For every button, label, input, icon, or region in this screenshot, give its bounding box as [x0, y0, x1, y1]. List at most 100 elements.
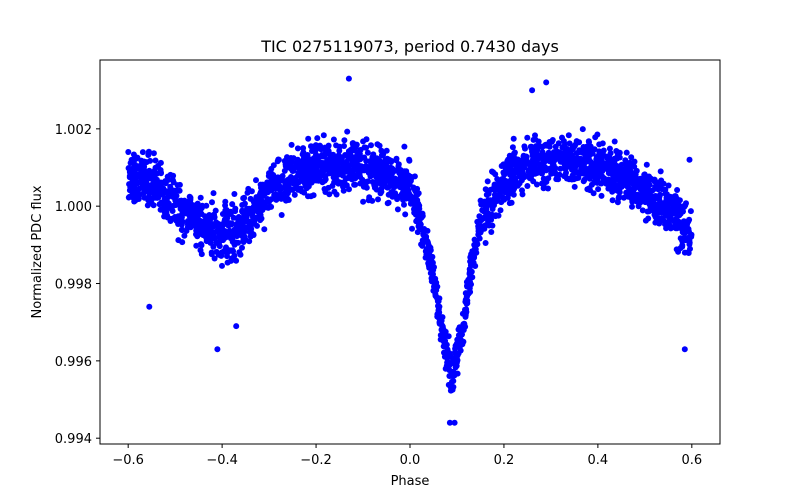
x-tick-label: 0.4 — [588, 453, 609, 468]
data-point — [445, 333, 452, 340]
data-point — [251, 199, 258, 206]
data-point — [403, 195, 410, 202]
data-point — [351, 181, 358, 188]
data-point — [288, 174, 294, 180]
data-point — [389, 193, 396, 200]
data-point — [525, 160, 532, 167]
data-point — [370, 167, 377, 174]
data-point — [593, 156, 600, 163]
x-tick-label: −0.6 — [112, 453, 144, 468]
data-point — [532, 132, 538, 139]
data-point — [599, 174, 606, 181]
data-point — [210, 243, 217, 250]
data-point — [566, 140, 573, 147]
data-point — [185, 218, 191, 224]
data-point — [314, 169, 320, 176]
data-point — [341, 137, 348, 144]
data-point — [459, 331, 465, 338]
data-point — [429, 253, 436, 260]
data-point — [164, 212, 171, 219]
data-point — [561, 149, 568, 156]
data-point — [239, 244, 245, 251]
data-point — [451, 359, 458, 366]
data-point — [530, 162, 537, 168]
data-point — [380, 151, 387, 158]
data-point — [617, 177, 624, 184]
data-point — [241, 233, 248, 240]
data-point — [145, 152, 152, 158]
data-point — [253, 194, 260, 201]
data-point — [198, 241, 204, 248]
data-point — [529, 147, 536, 154]
data-point — [599, 140, 606, 147]
data-point — [549, 137, 556, 143]
data-point — [165, 193, 172, 200]
data-point — [640, 195, 647, 202]
data-point — [216, 229, 223, 236]
data-point — [497, 177, 504, 184]
data-point — [482, 240, 489, 246]
data-point — [405, 177, 411, 184]
data-point — [615, 195, 622, 202]
data-point — [511, 149, 518, 156]
data-point — [365, 197, 372, 204]
data-point — [625, 193, 632, 200]
data-point — [517, 158, 524, 165]
data-point — [305, 183, 312, 190]
data-point — [597, 180, 604, 187]
data-point — [197, 247, 204, 254]
data-point — [592, 173, 599, 179]
data-point — [167, 171, 174, 178]
data-point-outlier — [529, 87, 536, 94]
data-point — [657, 199, 664, 206]
data-point — [586, 145, 593, 152]
data-point — [626, 169, 633, 176]
data-point — [687, 208, 694, 215]
data-point — [130, 188, 137, 195]
data-point — [533, 143, 539, 150]
data-point — [130, 151, 137, 158]
x-tick-label: −0.4 — [206, 453, 238, 468]
data-point — [357, 180, 364, 187]
data-point — [256, 207, 263, 214]
data-point — [357, 146, 364, 153]
data-point — [172, 202, 179, 208]
data-point — [363, 144, 370, 151]
data-point — [498, 163, 505, 169]
data-point — [313, 145, 320, 152]
data-point — [581, 155, 588, 162]
data-point — [341, 143, 347, 149]
data-point — [479, 207, 486, 214]
data-point — [654, 179, 661, 186]
data-point — [488, 229, 495, 235]
data-point — [633, 198, 640, 205]
data-point — [501, 186, 508, 192]
data-point — [298, 188, 305, 195]
data-point — [545, 175, 552, 182]
data-point — [577, 170, 584, 177]
data-point — [220, 221, 227, 228]
data-point — [301, 178, 307, 185]
data-point — [623, 149, 630, 156]
data-point — [662, 212, 669, 219]
x-tick-label: 0.6 — [681, 453, 702, 468]
data-point — [349, 140, 356, 147]
data-point — [680, 203, 686, 210]
data-point — [167, 183, 174, 190]
data-point — [393, 155, 400, 162]
data-point — [557, 165, 564, 172]
data-point — [614, 187, 621, 194]
data-point — [631, 158, 638, 165]
data-point — [178, 226, 185, 233]
data-point — [284, 195, 291, 202]
data-point — [239, 207, 246, 214]
data-point — [477, 222, 484, 229]
data-point — [228, 221, 235, 228]
data-point — [688, 231, 695, 238]
data-point — [427, 244, 434, 251]
data-point — [150, 173, 157, 180]
data-point — [443, 341, 450, 348]
y-tick-label: 0.996 — [55, 355, 92, 370]
data-point — [462, 307, 469, 314]
data-point — [543, 142, 550, 149]
